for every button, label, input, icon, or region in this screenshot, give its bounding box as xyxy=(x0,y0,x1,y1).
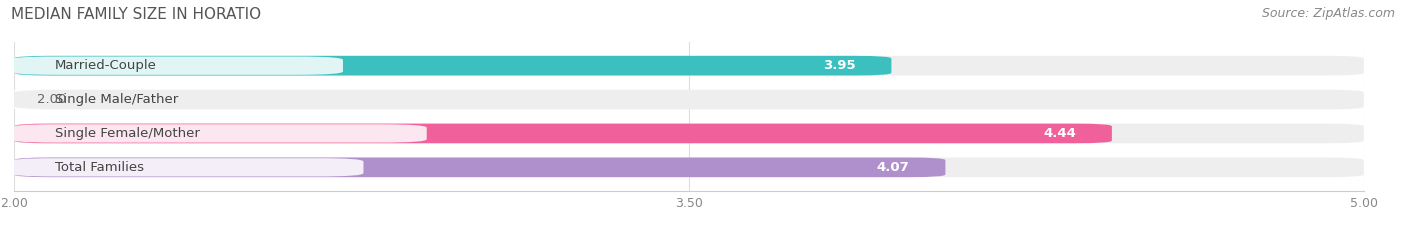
FancyBboxPatch shape xyxy=(14,158,945,177)
FancyBboxPatch shape xyxy=(10,57,343,75)
FancyBboxPatch shape xyxy=(14,90,1364,109)
FancyBboxPatch shape xyxy=(14,124,1364,143)
Text: Source: ZipAtlas.com: Source: ZipAtlas.com xyxy=(1261,7,1395,20)
Text: 3.95: 3.95 xyxy=(823,59,855,72)
Text: 4.07: 4.07 xyxy=(877,161,910,174)
FancyBboxPatch shape xyxy=(14,56,891,75)
FancyBboxPatch shape xyxy=(10,124,427,143)
FancyBboxPatch shape xyxy=(0,90,55,109)
Text: MEDIAN FAMILY SIZE IN HORATIO: MEDIAN FAMILY SIZE IN HORATIO xyxy=(11,7,262,22)
FancyBboxPatch shape xyxy=(14,124,1112,143)
Text: 2.00: 2.00 xyxy=(37,93,66,106)
FancyBboxPatch shape xyxy=(10,158,364,176)
Text: Single Female/Mother: Single Female/Mother xyxy=(55,127,200,140)
Text: Total Families: Total Families xyxy=(55,161,143,174)
Text: Single Male/Father: Single Male/Father xyxy=(55,93,177,106)
Text: Married-Couple: Married-Couple xyxy=(55,59,156,72)
Text: 4.44: 4.44 xyxy=(1043,127,1076,140)
FancyBboxPatch shape xyxy=(14,158,1364,177)
FancyBboxPatch shape xyxy=(14,56,1364,75)
